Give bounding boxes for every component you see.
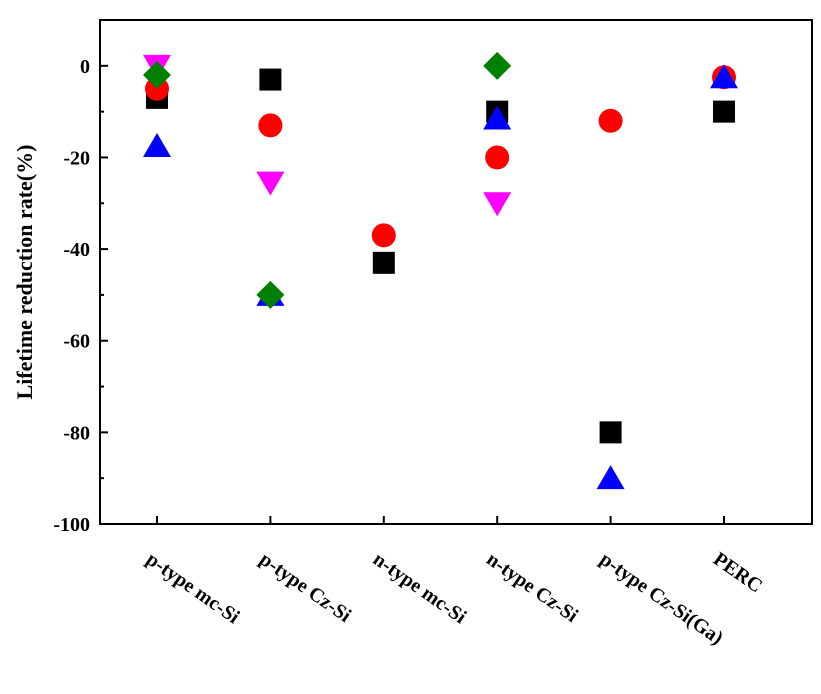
x-axis: p-type mc-Si p-type Cz-Si n-type mc-Si n-ty… [142, 516, 766, 649]
point-diamond-2 [256, 280, 285, 309]
y-axis: 0 -20 -40 -60 -80 -100 [53, 56, 108, 536]
y-tick-label: -20 [63, 147, 90, 169]
x-tick-label: p-type Cz-Si [256, 548, 356, 627]
point-square-5 [599, 421, 622, 444]
plot-frame [99, 19, 813, 525]
point-triangle-up-4 [483, 105, 512, 130]
x-tick-label: p-type mc-Si [142, 548, 244, 628]
point-square-3 [372, 251, 395, 274]
point-diamond-4 [483, 51, 512, 80]
x-tick-label: n-type mc-Si [369, 548, 471, 628]
y-tick-label: -80 [63, 422, 90, 444]
y-axis-title: Lifetime reduction rate(%) [12, 145, 37, 400]
x-tick-label: p-type Cz-Si(Ga) [596, 548, 727, 649]
data-points [143, 51, 738, 490]
point-triangle-up-1 [143, 133, 171, 157]
x-tick-label: n-type Cz-Si [482, 548, 582, 627]
point-diamond-1 [143, 60, 171, 89]
point-square-6 [713, 100, 735, 123]
point-circle-5 [598, 108, 623, 133]
y-tick-label: -100 [53, 514, 90, 536]
x-tick-label: PERC [709, 548, 766, 597]
y-tick-label: 0 [80, 56, 90, 78]
point-square-2 [259, 68, 282, 91]
point-circle-4 [485, 145, 510, 170]
point-triangle-up-5 [596, 465, 625, 490]
point-circle-3 [371, 223, 396, 248]
y-tick-label: -60 [63, 331, 90, 353]
point-triangle-down-4 [483, 192, 512, 217]
point-triangle-up-6 [710, 64, 738, 89]
point-circle-2 [258, 113, 283, 138]
point-triangle-down-2 [256, 171, 285, 196]
y-tick-label: -40 [63, 239, 90, 261]
